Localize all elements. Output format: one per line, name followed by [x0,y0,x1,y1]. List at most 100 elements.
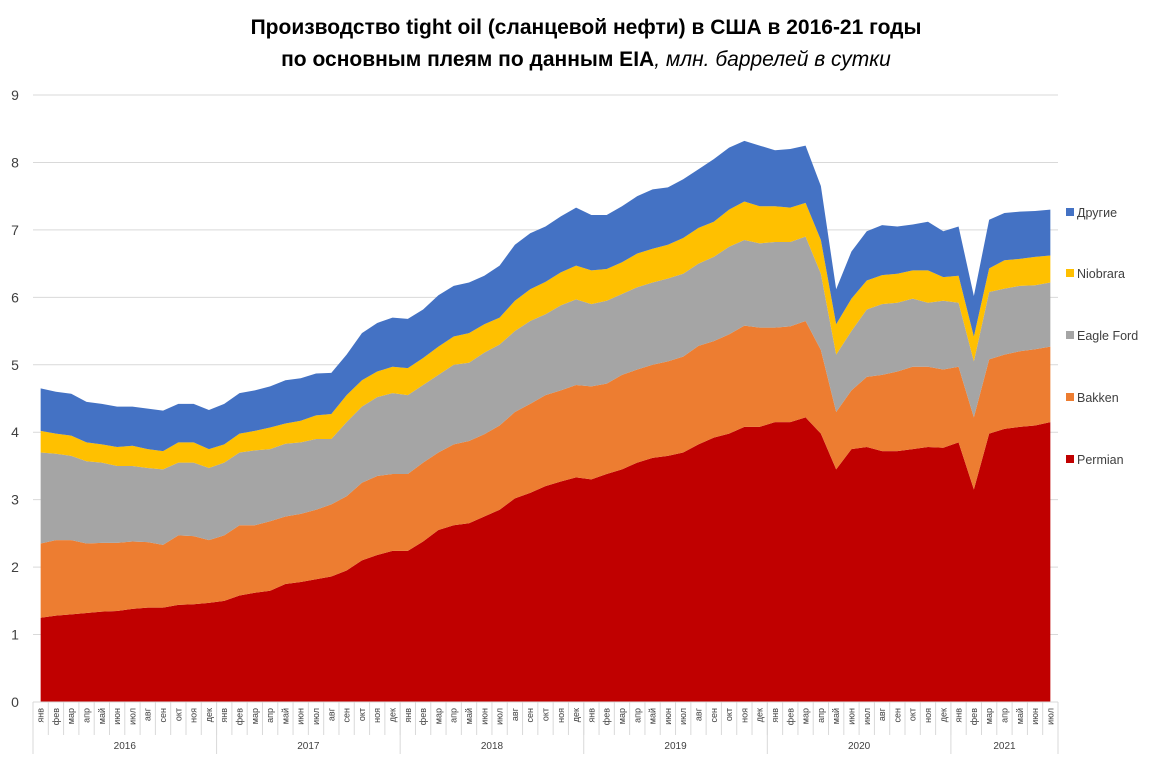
y-tick-label: 4 [11,424,19,440]
x-tick-month: авг [877,707,887,721]
x-tick-month: апр [816,708,826,723]
y-tick-label: 5 [11,357,19,373]
x-tick-month: янв [954,708,964,723]
x-tick-year: 2021 [993,741,1016,752]
x-tick-month: мар [433,708,443,724]
legend-label: Niobrara [1077,267,1125,281]
legend-label: Bakken [1077,391,1119,405]
x-tick-month: авг [693,707,703,721]
x-tick-month: апр [999,708,1009,723]
x-tick-month: фев [51,708,61,725]
x-tick-month: сен [525,708,535,723]
x-tick-month: сен [158,708,168,723]
x-tick-month: май [97,708,107,724]
x-tick-month: мар [801,708,811,724]
y-tick-label: 9 [11,87,19,103]
x-tick-month: май [1015,708,1025,724]
area-bakken [40,320,1051,618]
x-tick-month: фев [602,708,612,725]
x-tick-month: окт [173,708,183,721]
x-tick-month: дек [938,708,948,722]
x-tick-month: янв [219,708,229,723]
chart-title-main: по основным плеям по данным EIA [281,48,655,71]
area-другие [40,140,1051,452]
x-tick-month: сен [709,708,719,723]
x-tick-month: июн [1030,708,1040,725]
x-tick-month: сен [342,708,352,723]
x-tick-month: дек [755,708,765,722]
x-tick-month: мар [984,708,994,724]
x-tick-month: июн [296,708,306,725]
legend-swatch [1066,331,1074,339]
x-tick-year: 2020 [848,741,871,752]
area-permian [40,417,1051,702]
x-tick-month: дек [204,708,214,722]
x-tick-month: июл [127,708,137,725]
legend-swatch [1066,269,1074,277]
x-tick-month: окт [541,708,551,721]
x-tick-month: авг [143,707,153,721]
x-tick-month: янв [770,708,780,723]
x-tick-month: янв [403,708,413,723]
x-tick-month: ноя [372,708,382,723]
x-tick-month: ноя [739,708,749,723]
x-tick-month: апр [632,708,642,723]
x-tick-month: авг [326,707,336,721]
x-tick-month: окт [357,708,367,721]
x-tick-month: июн [112,708,122,725]
x-tick-month: июн [846,708,856,725]
chart-title-units: , млн. баррелей в сутки [654,48,891,71]
x-tick-month: июл [311,708,321,725]
y-tick-label: 1 [11,627,19,643]
x-tick-month: янв [586,708,596,723]
x-tick-month: апр [449,708,459,723]
y-tick-label: 6 [11,289,19,305]
x-tick-month: фев [785,708,795,725]
x-tick-month: окт [908,708,918,721]
x-tick-month: янв [36,708,46,723]
x-tick-year: 2018 [481,741,504,752]
legend-label: Eagle Ford [1077,329,1138,343]
legend-swatch [1066,393,1074,401]
x-tick-month: май [464,708,474,724]
x-tick-month: дек [388,708,398,722]
y-tick-label: 8 [11,154,19,170]
x-tick-month: июл [495,708,505,725]
chart-title-line1: Производство tight oil (сланцевой нефти)… [250,16,922,39]
legend-label: Permian [1077,453,1124,467]
x-tick-month: июл [1045,708,1055,725]
x-tick-month: май [280,708,290,724]
x-tick-month: авг [510,707,520,721]
x-tick-month: июл [862,708,872,725]
x-tick-month: фев [969,708,979,725]
x-tick-month: мар [617,708,627,724]
area-niobrara [40,201,1051,470]
x-tick-month: июл [678,708,688,725]
x-tick-year: 2019 [664,741,687,752]
x-tick-month: ноя [556,708,566,723]
y-tick-label: 3 [11,492,19,508]
x-tick-month: июн [479,708,489,725]
x-tick-year: 2017 [297,741,320,752]
x-tick-month: мар [66,708,76,724]
y-tick-label: 2 [11,559,19,575]
x-tick-month: дек [571,708,581,722]
x-tick-month: ноя [923,708,933,723]
x-tick-month: июн [663,708,673,725]
x-tick-month: сен [892,708,902,723]
chart-title-line2: по основным плеям по данным EIA, млн. ба… [0,48,1172,72]
y-tick-label: 0 [11,694,19,710]
x-tick-month: апр [265,708,275,723]
x-tick-month: фев [418,708,428,725]
legend-swatch [1066,455,1074,463]
x-tick-month: апр [82,708,92,723]
x-tick-month: май [648,708,658,724]
x-tick-year: 2016 [114,741,137,752]
x-tick-month: мар [250,708,260,724]
x-tick-month: окт [724,708,734,721]
legend-swatch [1066,208,1074,216]
legend-label: Другие [1077,206,1117,220]
x-tick-month: май [831,708,841,724]
